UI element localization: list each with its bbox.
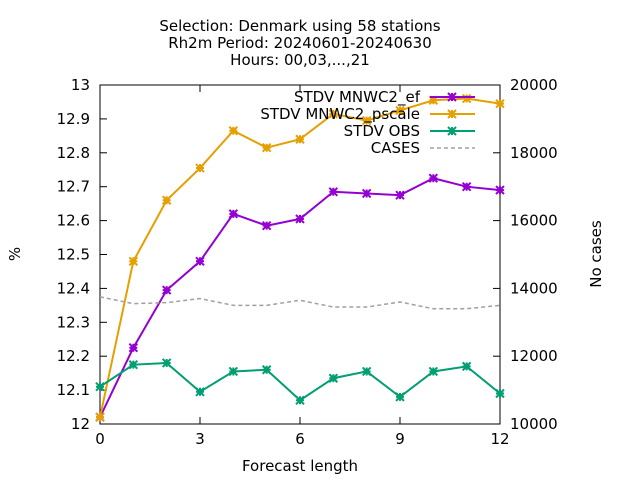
data-point — [161, 195, 172, 205]
data-point — [295, 395, 305, 405]
y-tick-label: 12.3 — [57, 313, 90, 331]
data-point — [195, 387, 205, 397]
data-point — [361, 115, 372, 126]
y-tick-label: 12 — [71, 415, 90, 433]
data-point — [195, 256, 205, 266]
y-tick-label: 12.2 — [57, 347, 90, 365]
x-tick-label: 3 — [195, 430, 205, 448]
data-point — [395, 392, 405, 402]
chart-title: Selection: Denmark using 58 stations Rh2… — [159, 17, 440, 69]
title-line-1: Selection: Denmark using 58 stations — [159, 17, 440, 35]
y-tick-label: 13 — [71, 76, 90, 94]
y-tick-label: 12.5 — [57, 246, 90, 264]
series-stdv-mnwc2-ef — [95, 173, 505, 422]
y2-tick-label: 18000 — [510, 144, 558, 162]
y2-tick-label: 12000 — [510, 347, 558, 365]
y-axis-label: % — [6, 247, 24, 261]
legend-label: STDV OBS — [344, 122, 420, 140]
data-point — [461, 361, 472, 372]
y-tick-label: 12.9 — [57, 110, 90, 128]
y2-tick-label: 10000 — [510, 415, 558, 433]
legend-marker — [447, 126, 457, 136]
x-axis: 0 3 6 9 12 — [95, 85, 510, 448]
y-tick-label: 12.1 — [57, 381, 90, 399]
data-point — [195, 163, 205, 173]
y2-tick-label: 20000 — [510, 76, 558, 94]
data-point — [461, 181, 472, 192]
y-tick-label: 12.7 — [57, 178, 90, 196]
data-point — [328, 373, 339, 383]
legend-label: STDV MNWC2_pscale — [260, 105, 420, 124]
title-line-2: Rh2m Period: 20240601-20240630 — [168, 34, 432, 52]
data-point — [295, 134, 305, 144]
data-point — [95, 382, 105, 392]
series-layer — [95, 93, 505, 422]
x-tick-label: 0 — [95, 430, 105, 448]
data-point — [95, 412, 105, 422]
series-stdv-obs — [95, 358, 505, 405]
data-point — [228, 209, 239, 219]
data-point — [261, 143, 272, 153]
x-tick-label: 9 — [395, 430, 405, 448]
data-point — [228, 126, 239, 136]
data-point — [361, 188, 372, 199]
legend-marker — [447, 92, 457, 102]
legend-marker — [447, 109, 457, 119]
y-tick-label: 12.4 — [57, 279, 90, 297]
data-point — [495, 388, 505, 399]
x-tick-label: 6 — [295, 430, 305, 448]
legend-label: CASES — [371, 139, 420, 157]
y2-tick-label: 14000 — [510, 279, 558, 297]
data-point — [328, 109, 339, 119]
x-axis-label: Forecast length — [242, 457, 358, 475]
data-point — [161, 358, 172, 368]
data-point — [128, 256, 139, 266]
data-point — [495, 98, 505, 109]
y-tick-label: 12.8 — [57, 144, 90, 162]
data-point — [328, 187, 339, 197]
y2-axis-label: No cases — [587, 220, 605, 288]
data-point — [261, 365, 272, 375]
data-point — [395, 105, 405, 116]
y2-axis: 10000 12000 14000 16000 18000 20000 — [493, 76, 558, 433]
x-tick-label: 12 — [490, 430, 509, 448]
legend-label: STDV MNWC2_ef — [294, 88, 421, 107]
data-point — [428, 95, 439, 105]
data-point — [461, 93, 472, 104]
data-point — [495, 185, 505, 195]
series-line — [99, 296, 501, 310]
data-point — [428, 173, 439, 183]
series-stdv-mnwc2-pscale — [95, 93, 505, 422]
series-line — [99, 97, 501, 418]
y2-tick-label: 16000 — [510, 212, 558, 230]
data-point — [361, 366, 372, 377]
y-axis: 12 12.1 12.2 12.3 12.4 12.5 12.6 12.7 12.8 12.9 13 — [57, 76, 107, 433]
data-point — [295, 214, 305, 224]
series-cases — [99, 296, 501, 310]
title-line-3: Hours: 00,03,...,21 — [230, 51, 370, 69]
data-point — [395, 190, 405, 200]
series-line — [99, 361, 501, 402]
data-point — [228, 366, 239, 377]
data-point — [261, 220, 272, 231]
data-point — [128, 359, 139, 370]
data-point — [428, 366, 439, 377]
y-tick-label: 12.6 — [57, 212, 90, 230]
data-point — [128, 343, 139, 353]
data-point — [161, 285, 172, 295]
